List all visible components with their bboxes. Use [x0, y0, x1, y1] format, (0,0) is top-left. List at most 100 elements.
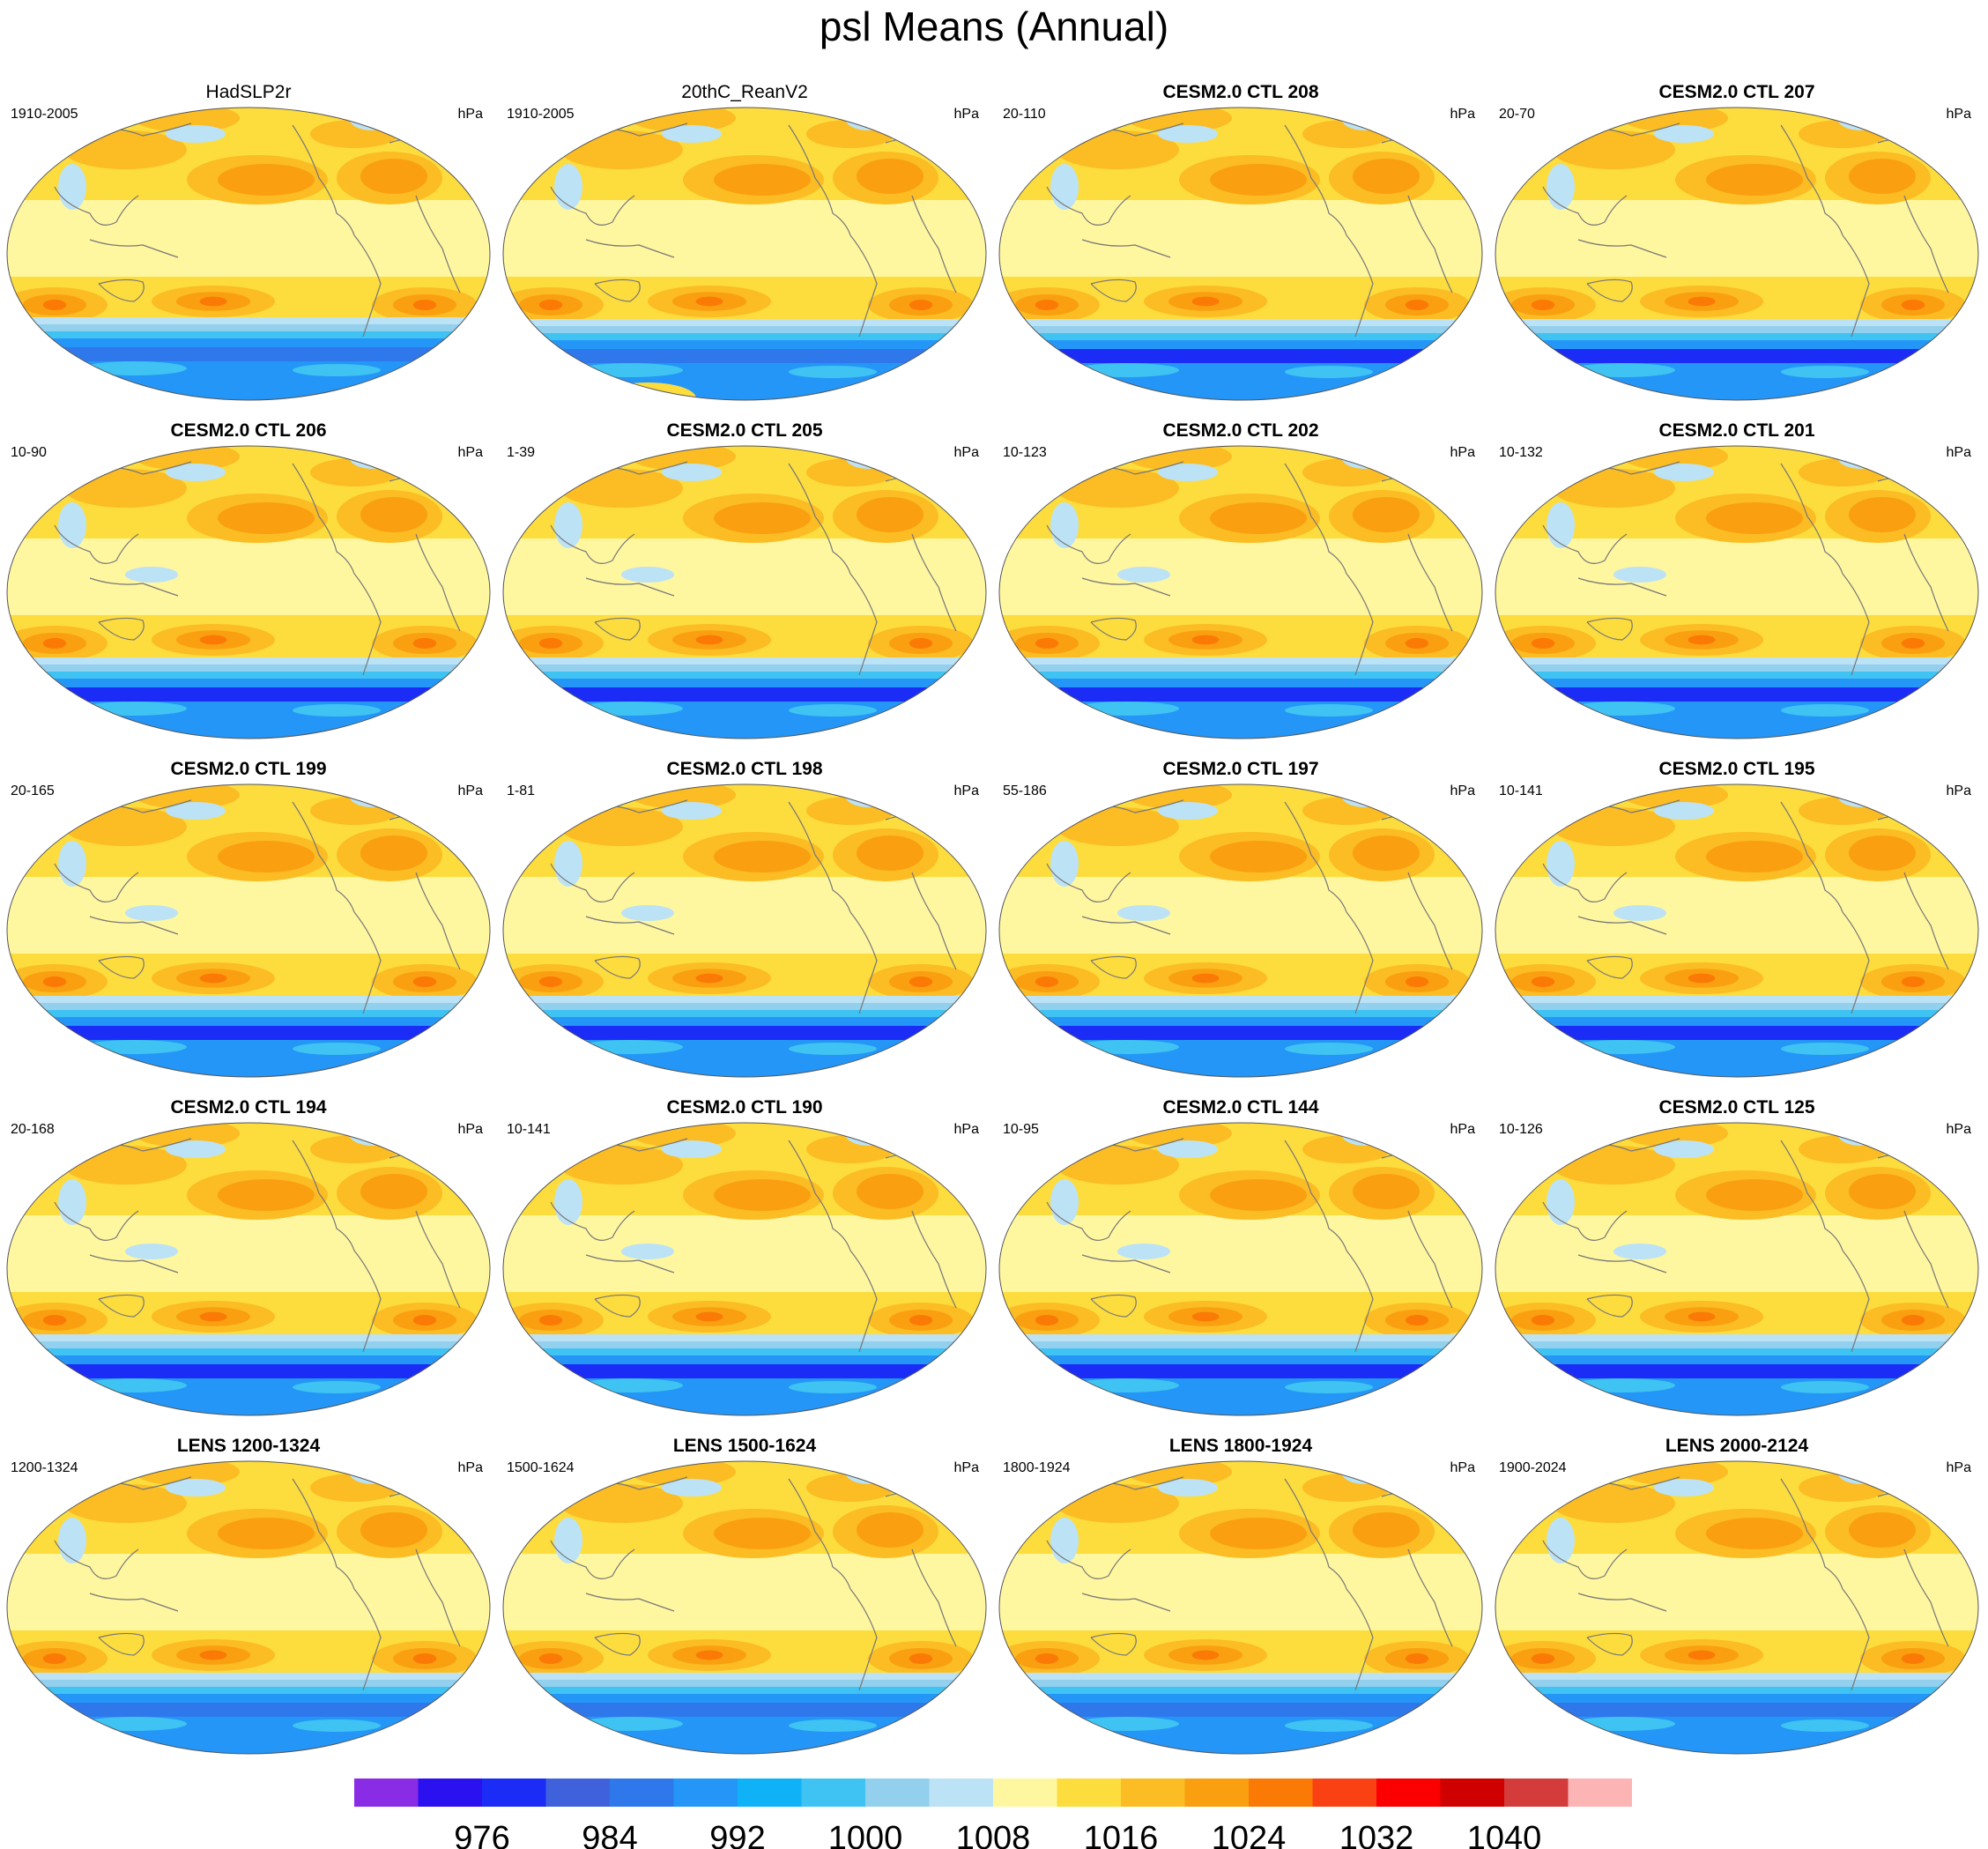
antarctic-patch-1	[81, 1040, 187, 1054]
map-border	[6, 445, 491, 739]
high-south-peak-0	[1035, 638, 1059, 649]
high-north-core	[218, 502, 315, 534]
aleutian-low	[662, 125, 722, 143]
so-band-5	[503, 349, 986, 363]
panel-period: 10-90	[11, 445, 47, 460]
psl-field	[1495, 1123, 1978, 1415]
coastline-2	[1577, 1254, 1667, 1274]
panel-period: 1910-2005	[507, 107, 575, 122]
monsoon-low	[1547, 1179, 1575, 1225]
coastline-7	[1090, 278, 1137, 302]
so-band-4	[999, 340, 1482, 349]
so-band-4	[7, 1694, 490, 1703]
coastline-7	[1090, 955, 1137, 979]
panel-period: 1200-1324	[11, 1460, 78, 1475]
antarctic-patch-2	[1285, 366, 1373, 378]
map-border	[6, 107, 491, 401]
so-band-5	[999, 349, 1482, 363]
map-panel-svg	[6, 445, 491, 739]
antarctic-field	[999, 363, 1482, 400]
coastline-3	[788, 124, 851, 236]
colorbar-swatch	[1376, 1778, 1441, 1807]
so-band-1	[503, 319, 986, 328]
antarctic-patch-1	[1569, 363, 1675, 377]
panel-unit: hPa	[1946, 107, 1971, 122]
antarctic-field	[999, 1378, 1482, 1415]
antarctic-patch-1	[577, 1040, 683, 1054]
antarctic-field	[7, 361, 490, 400]
high-south-peak-0	[538, 638, 563, 649]
colorbar-swatch	[1440, 1778, 1504, 1807]
coastline-7	[1090, 1294, 1137, 1318]
panel-unit: hPa	[1946, 1122, 1971, 1137]
coastline-4	[353, 234, 382, 338]
icelandic-low	[1837, 108, 1883, 130]
panel-period: 10-141	[507, 1122, 551, 1137]
high-south-peak-2	[1901, 976, 1925, 987]
map-panel-svg	[502, 445, 987, 739]
coastline-2	[1081, 577, 1171, 597]
coastline-1	[54, 863, 139, 902]
antarctic-patch-2	[293, 1043, 381, 1055]
so-band-3	[503, 333, 986, 340]
psl-field	[999, 1461, 1482, 1754]
high-south-peak-0	[42, 976, 67, 987]
antarctic-field	[503, 1717, 986, 1754]
high-south-peak-2	[909, 1653, 933, 1664]
high-south-peak-2	[1901, 1315, 1925, 1325]
so-band-5	[1495, 1364, 1978, 1378]
high-south-peak-1	[1688, 296, 1716, 307]
so-band-5	[999, 1026, 1482, 1040]
so-band-2	[503, 1003, 986, 1010]
coastline-3	[1284, 801, 1347, 913]
so-band-2	[1495, 665, 1978, 672]
monsoon-low	[58, 164, 86, 210]
monsoon-low	[58, 841, 86, 887]
high-south-peak-1	[199, 1650, 227, 1660]
so-band-3	[999, 1348, 1482, 1355]
high-north-core	[218, 164, 315, 196]
panel-period: 20-110	[1003, 107, 1046, 122]
so-band-1	[1495, 319, 1978, 328]
coastline-4	[1346, 234, 1374, 338]
monsoon-low	[1547, 502, 1575, 548]
icelandic-low	[349, 1123, 395, 1146]
panel-title: CESM2.0 CTL 201	[1658, 420, 1815, 441]
so-band-1	[1495, 657, 1978, 666]
high-south-peak-1	[1191, 973, 1220, 984]
antarctic-field	[1495, 702, 1978, 739]
high-north-core-2	[1849, 159, 1916, 194]
coastline-6	[1407, 1210, 1453, 1309]
figure-title: psl Means (Annual)	[819, 4, 1169, 49]
panel-period: 55-186	[1003, 783, 1047, 798]
map-panel: LENS 2000-2124 1900-2024 hPa	[1490, 1435, 1984, 1770]
coastline-1	[1046, 863, 1131, 902]
so-band-2	[503, 326, 986, 333]
colorbar-swatch	[1568, 1778, 1632, 1807]
icelandic-low	[845, 1123, 891, 1146]
so-band-4	[503, 1017, 986, 1026]
colorbar-swatch	[482, 1778, 546, 1807]
icelandic-low	[1837, 1461, 1883, 1484]
so-band-3	[1495, 672, 1978, 679]
antarctic-patch-1	[1569, 1378, 1675, 1392]
coastline-6	[415, 1548, 461, 1647]
high-south-peak-1	[199, 296, 227, 307]
icelandic-low	[1341, 1123, 1387, 1146]
so-band-3	[1495, 333, 1978, 340]
panel-period: 20-168	[11, 1122, 55, 1137]
psl-field	[999, 1123, 1482, 1415]
so-band-3	[7, 1010, 490, 1017]
so-band-3	[7, 672, 490, 679]
coastline-1	[54, 1201, 139, 1241]
map-panel: CESM2.0 CTL 144 10-95 hPa	[994, 1096, 1487, 1431]
colorbar-swatch	[673, 1778, 738, 1807]
icelandic-low	[1341, 1461, 1387, 1484]
psl-field	[503, 108, 986, 400]
so-band-4	[1495, 340, 1978, 349]
high-south-peak-0	[1035, 1315, 1059, 1325]
so-band-5	[7, 347, 490, 361]
antarctic-patch-1	[577, 1717, 683, 1731]
colorbar-swatch	[801, 1778, 865, 1807]
high-south-peak-1	[695, 973, 723, 984]
